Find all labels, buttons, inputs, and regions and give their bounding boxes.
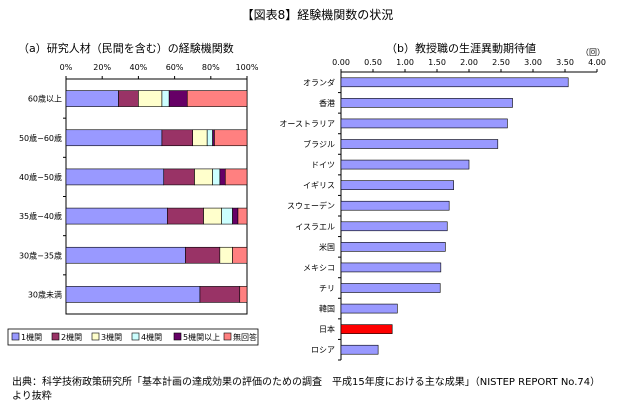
x-tick-label: 3.00	[524, 58, 542, 67]
category-label: オーストラリア	[279, 119, 335, 128]
bar	[340, 262, 442, 273]
legend-swatch	[173, 332, 182, 341]
category-label: 30歳−35歳	[19, 250, 62, 260]
category-label: 30歳未満	[28, 289, 62, 299]
bar-segment	[237, 207, 248, 225]
legend-label: 4機関	[141, 332, 162, 342]
category-label: ブラジル	[303, 139, 335, 149]
x-tick-label: 0.00	[332, 58, 350, 67]
source-line-2: より抜粋	[12, 391, 52, 402]
x-tick-label: 1.00	[396, 58, 414, 67]
category-label: 60歳以上	[28, 94, 62, 104]
bar-segment	[186, 90, 248, 107]
category-label: 米国	[319, 242, 335, 252]
bar-segment	[232, 246, 248, 264]
right-chart-title: （b）教授職の生涯異動期待値	[386, 42, 536, 55]
bar-segment	[224, 168, 248, 186]
legend-label: 3機関	[101, 332, 122, 342]
legend-swatch	[131, 332, 140, 341]
legend-label: 2機関	[61, 332, 82, 342]
bar	[340, 344, 379, 355]
x-tick-label: 80%	[202, 63, 220, 72]
category-label: 日本	[319, 324, 335, 334]
category-label: スウェーデン	[287, 201, 335, 211]
bar-segment	[214, 129, 248, 147]
category-label: イスラエル	[295, 222, 335, 231]
figure-title: 【図表8】経験機関数の状況	[241, 8, 394, 22]
x-tick-label: 4.00	[588, 58, 606, 67]
x-tick-label: 2.00	[460, 58, 478, 67]
legend-swatch	[91, 332, 100, 341]
category-label: ドイツ	[311, 161, 335, 170]
legend-swatch	[51, 332, 60, 341]
x-tick-label: 0.50	[364, 58, 382, 67]
legend-label: 無回答	[233, 332, 257, 342]
x-tick-label: 0%	[60, 63, 73, 72]
bar	[340, 118, 508, 129]
left-chart-title: （a）研究人材（民間を含む）の経験機関数	[18, 42, 234, 55]
category-label: 香港	[319, 98, 335, 108]
legend-label: 1機関	[21, 332, 42, 342]
category-label: 韓国	[319, 304, 335, 314]
bar	[340, 283, 441, 293]
category-label: チリ	[319, 284, 335, 293]
legend-swatch	[11, 332, 20, 341]
legend-label: 5機関以上	[183, 332, 220, 342]
source-line-1: 出典：科学技術政策研究所「基本計画の達成効果の評価のための調査 平成15年度にお…	[12, 377, 601, 388]
plot-area	[65, 78, 248, 315]
bar	[340, 77, 569, 88]
legend-swatch	[223, 332, 232, 341]
bar	[340, 98, 513, 108]
bar	[340, 180, 454, 190]
x-tick-label: 60%	[166, 63, 184, 72]
category-label: 35歳−40歳	[19, 211, 62, 221]
category-label: 40歳−50歳	[19, 172, 62, 182]
x-tick-label: 100%	[236, 63, 259, 72]
bar	[340, 200, 450, 211]
bar-segment	[239, 286, 248, 303]
bar	[340, 139, 499, 149]
bar	[340, 303, 398, 314]
x-tick-label: 3.50	[556, 58, 574, 67]
category-label: イギリス	[303, 181, 335, 190]
x-tick-label: 40%	[130, 63, 148, 72]
category-label: ロシア	[311, 346, 335, 355]
category-label: メキシコ	[303, 263, 335, 272]
bar	[340, 242, 446, 252]
category-label: 50歳−60歳	[19, 133, 62, 143]
source-note: 出典：科学技術政策研究所「基本計画の達成効果の評価のための調査 平成15年度にお…	[12, 376, 600, 404]
unit-label: （回）	[581, 48, 605, 57]
x-tick-label: 20%	[93, 63, 111, 72]
bar	[340, 324, 393, 334]
x-tick-label: 1.50	[428, 58, 446, 67]
bar	[340, 159, 470, 170]
category-label: オランダ	[303, 77, 335, 87]
bar	[340, 221, 448, 232]
x-tick-label: 2.50	[492, 58, 510, 67]
